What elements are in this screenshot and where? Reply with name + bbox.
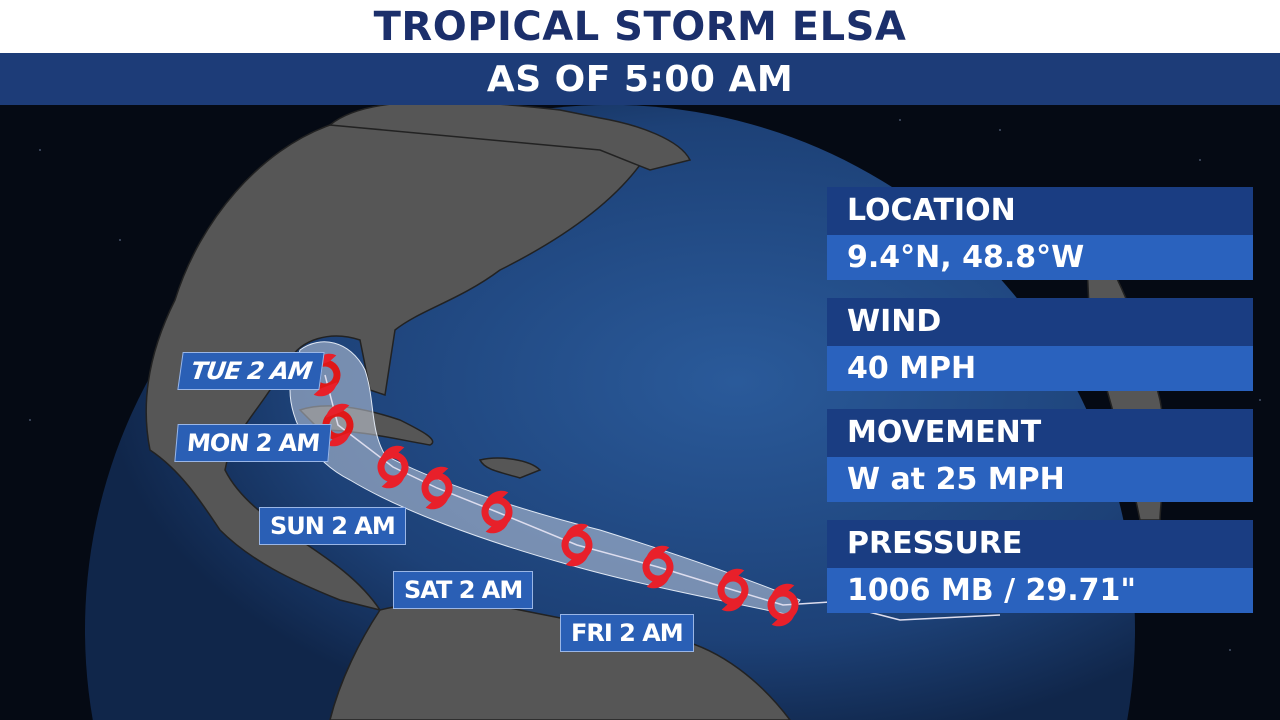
stars bbox=[29, 119, 1261, 651]
movement-label: MOVEMENT bbox=[827, 409, 1253, 457]
label-tue: TUE 2 AM bbox=[177, 352, 325, 390]
tropical-storm-icon bbox=[642, 545, 674, 589]
page-title: TROPICAL STORM ELSA bbox=[0, 0, 1280, 53]
tropical-storm-icon bbox=[377, 445, 409, 489]
label-sun: SUN 2 AM bbox=[259, 507, 406, 545]
wind-panel: WIND 40 MPH bbox=[827, 298, 1253, 391]
location-label: LOCATION bbox=[827, 187, 1253, 235]
location-value: 9.4°N, 48.8°W bbox=[827, 235, 1253, 280]
tropical-storm-icon bbox=[767, 583, 799, 627]
tropical-storm-icon bbox=[717, 568, 749, 612]
wind-label: WIND bbox=[827, 298, 1253, 346]
location-panel: LOCATION 9.4°N, 48.8°W bbox=[827, 187, 1253, 280]
tropical-storm-icon bbox=[561, 523, 593, 567]
page-subtitle: AS OF 5:00 AM bbox=[0, 53, 1280, 105]
label-mon: MON 2 AM bbox=[174, 424, 332, 462]
wind-value: 40 MPH bbox=[827, 346, 1253, 391]
pressure-label: PRESSURE bbox=[827, 520, 1253, 568]
pressure-value: 1006 MB / 29.71" bbox=[827, 568, 1253, 613]
movement-panel: MOVEMENT W at 25 MPH bbox=[827, 409, 1253, 502]
movement-value: W at 25 MPH bbox=[827, 457, 1253, 502]
label-fri: FRI 2 AM bbox=[560, 614, 694, 652]
label-sat: SAT 2 AM bbox=[393, 571, 534, 609]
tropical-storm-icon bbox=[421, 466, 453, 510]
tropical-storm-icon bbox=[481, 490, 513, 534]
pressure-panel: PRESSURE 1006 MB / 29.71" bbox=[827, 520, 1253, 613]
